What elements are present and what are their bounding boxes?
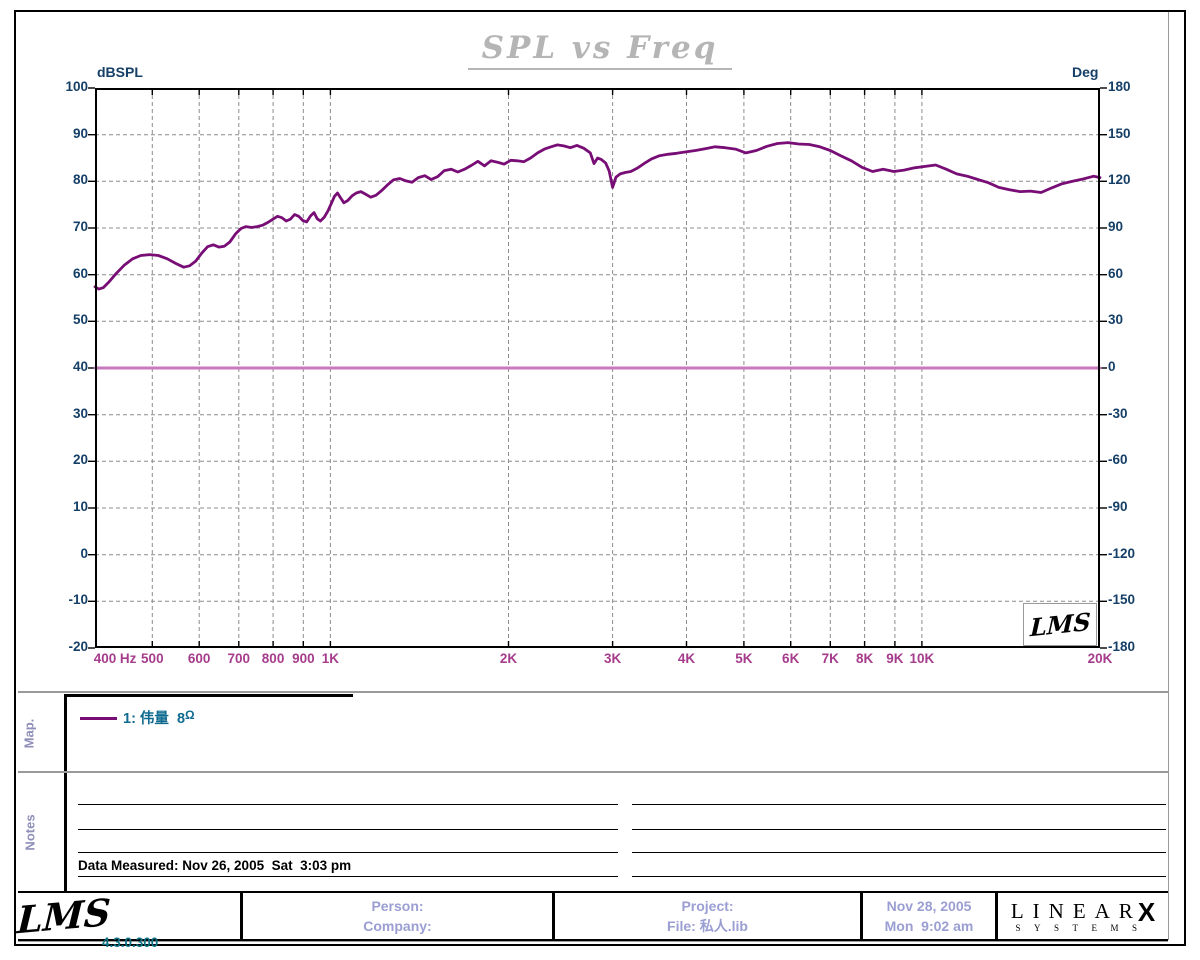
linearx-logo-linear: LINEAR (1010, 899, 1142, 923)
left-axis-tick-label: 40 (72, 359, 88, 374)
note-rule (78, 804, 618, 805)
x-axis-tick-label: 20K (1087, 651, 1113, 666)
company-label: Company: (363, 918, 432, 934)
spl-vs-freq-plot: LMS (88, 87, 1107, 649)
page-border (14, 10, 1186, 946)
right-axis-tick-label: -150 (1108, 592, 1136, 608)
chart-title: SPL vs Freq (467, 30, 733, 70)
footer-lms-logo-cell: LMS (16, 889, 112, 942)
project-file-cell: Project: File: 私人.lib (555, 893, 860, 939)
curve-1-legend-label: 1: 伟量 8Ω (123, 707, 195, 728)
note-rule (632, 876, 1166, 877)
x-axis-tick-label: 2K (499, 651, 518, 666)
x-axis-tick-label: 600 (187, 651, 211, 666)
frame-shadow-bottom (18, 941, 1168, 942)
file-label: File: 私人.lib (667, 918, 748, 934)
left-axis-tick-label: -20 (68, 639, 88, 654)
linearx-logo-x: X (1137, 896, 1156, 927)
note-rule (78, 829, 618, 830)
footer-cell-divider (552, 893, 555, 939)
left-axis-tick-label: 50 (72, 312, 88, 328)
x-axis-tick-label: 8K (855, 651, 874, 666)
right-axis-tick-label: -120 (1108, 545, 1136, 561)
chart-map-divider (18, 691, 1168, 693)
x-axis-tick-label: 10K (909, 651, 935, 666)
note-rule (632, 829, 1166, 830)
x-axis-tick-label: 400 (93, 651, 117, 666)
footer-bottom-rule (18, 939, 1168, 941)
person-company-cell: Person: Company: (243, 893, 552, 939)
print-date: Nov 28, 2005 (886, 897, 972, 914)
footer-cell-divider (860, 893, 863, 939)
x-axis-tick-label: 800 (261, 651, 285, 666)
x-axis-tick-label: 7K (821, 651, 839, 666)
frame-shadow-right (1168, 12, 1169, 940)
right-axis-tick-label: -30 (1108, 405, 1128, 421)
x-axis-tick-label: 6K (782, 651, 800, 666)
x-axis-tick-label: Hz (119, 651, 137, 666)
x-axis-tick-label: 9K (886, 651, 904, 666)
version-block: 4.3.0.300 九月-21-2001 (102, 898, 183, 960)
left-axis-tick-label: 90 (72, 125, 88, 141)
ohm-symbol: Ω (185, 708, 195, 722)
left-axis-tick-label: 70 (72, 219, 88, 234)
note-rule (78, 876, 618, 877)
notes-section-label: Notes (22, 814, 38, 851)
right-axis-unit-label: Deg (1072, 64, 1099, 80)
right-axis-tick-label: 90 (1108, 219, 1124, 234)
right-axis-tick-label: 120 (1108, 172, 1131, 188)
map-section-label: Map. (21, 718, 37, 749)
left-axis-tick-label: 20 (72, 452, 88, 468)
map-notes-divider (18, 771, 1168, 773)
linearx-logo: LINEAR X (1010, 896, 1156, 927)
label-column-rule (64, 694, 67, 891)
footer-top-rule (18, 891, 1168, 893)
chart-canvas (88, 87, 1107, 649)
version-number: 4.3.0.300 (102, 935, 159, 951)
lms-watermark-text: LMS (1029, 606, 1091, 643)
title-row: SPL vs Freq (0, 30, 1200, 70)
left-axis-tick-label: 60 (72, 265, 88, 281)
left-axis-tick-label: 10 (72, 499, 88, 514)
left-axis-tick-label: 100 (65, 79, 88, 94)
right-axis-tick-label: -60 (1108, 452, 1128, 468)
x-axis-tick-label: 900 (292, 651, 315, 666)
curve-1-legend-name: 1: 伟量 8 (123, 711, 186, 727)
note-rule (632, 804, 1166, 805)
linearx-logo-systems: SYSTEMS (1015, 923, 1151, 933)
footer-cell-divider (240, 893, 243, 939)
right-axis-tick-label: -90 (1108, 499, 1128, 514)
note-rule (632, 852, 1166, 853)
right-axis-tick-label: -180 (1108, 639, 1136, 654)
right-axis-tick-label: 150 (1108, 125, 1131, 141)
left-axis-tick-label: 80 (72, 172, 88, 188)
date-time-cell: Nov 28, 2005 Mon 9:02 am (863, 893, 995, 939)
x-axis-tick-label: 5K (735, 651, 753, 666)
person-label: Person: (371, 897, 424, 914)
curve-1-legend-swatch (80, 717, 117, 720)
x-axis-tick-label: 4K (677, 651, 696, 666)
right-axis-tick-label: 180 (1108, 79, 1131, 94)
map-top-rule (64, 694, 353, 697)
linearx-logo-cell: LINEAR X SYSTEMS (998, 893, 1168, 939)
right-axis-tick-label: 30 (1108, 312, 1124, 328)
x-axis-tick-label: 3K (603, 651, 622, 666)
project-label: Project: (681, 897, 734, 914)
footer-cell-divider (995, 893, 998, 939)
right-axis-tick-label: 0 (1108, 359, 1116, 374)
x-axis-tick-label: 1K (321, 651, 340, 666)
lms-logo: LMS (16, 889, 112, 942)
data-measured-text: Data Measured: Nov 26, 2005 Sat 3:03 pm (78, 858, 352, 873)
left-axis-tick-label: 30 (72, 405, 88, 421)
right-axis-tick-label: 60 (1108, 265, 1124, 281)
left-axis-tick-label: -10 (68, 592, 88, 608)
left-axis-unit-label: dBSPL (97, 64, 143, 80)
left-axis-tick-label: 0 (80, 545, 88, 561)
lms-watermark-box: LMS (1023, 603, 1097, 646)
x-axis-tick-label: 700 (227, 651, 251, 666)
print-time: Mon 9:02 am (884, 918, 974, 934)
note-rule (78, 852, 618, 853)
x-axis-tick-label: 500 (141, 651, 164, 666)
